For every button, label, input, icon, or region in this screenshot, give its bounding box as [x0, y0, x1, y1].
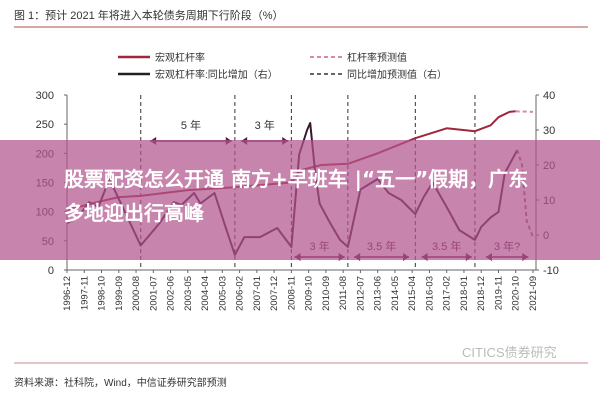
x-tick-label: 2007-12 [269, 276, 280, 311]
x-tick-label: 2011-08 [338, 276, 349, 310]
x-tick-label: 2021-09 [528, 276, 539, 311]
x-tick-label: 2006-02 [235, 276, 246, 311]
x-tick-label: 1998-10 [97, 276, 108, 311]
x-tick-label: 2017-02 [442, 276, 453, 311]
annotation-label: 3 年 [255, 118, 275, 132]
y-left-tick-label: 250 [36, 119, 54, 131]
y-right-tick-label: 40 [543, 90, 555, 102]
x-tick-label: 2007-01 [252, 276, 263, 311]
y-left-tick-label: 300 [36, 90, 54, 102]
x-tick-label: 2005-03 [217, 276, 228, 311]
x-tick-label: 2015-04 [407, 276, 418, 311]
x-tick-label: 1996-12 [62, 276, 73, 311]
x-tick-label: 2016-03 [424, 276, 435, 311]
legend-label: 杠杆率预测值 [347, 51, 407, 64]
x-tick-label: 2012-07 [355, 276, 366, 311]
y-right-tick-label: -10 [543, 265, 559, 277]
chart-title: 图 1：预计 2021 年将进入本轮债务周期下行阶段（%） [14, 8, 284, 22]
x-tick-label: 2020-10 [511, 276, 522, 311]
x-tick-label: 2013-06 [373, 276, 384, 311]
x-tick-label: 2001-07 [148, 276, 159, 311]
series-line-1 [515, 110, 534, 113]
x-tick-label: 2003-05 [183, 276, 194, 311]
x-tick-label: 2019-11 [493, 276, 504, 310]
x-tick-label: 2000-08 [131, 276, 142, 311]
x-tick-label: 2009-10 [304, 276, 315, 311]
overlay-headline[interactable]: 股票配资怎么开通 南方+早班车 |“五一”假期，广东多地迎出行高峰 [64, 167, 529, 225]
x-tick-label: 2018-01 [459, 276, 470, 311]
y-left-tick-label: 0 [48, 265, 54, 277]
y-right-tick-label: 30 [543, 125, 555, 137]
x-tick-label: 2010-09 [321, 276, 332, 311]
x-tick-label: 2002-06 [166, 276, 177, 311]
x-tick-label: 2014-05 [390, 276, 401, 311]
legend-label: 同比增加预测值（右） [347, 68, 447, 81]
legend: 宏观杠杆率 杠杆率预测值 宏观杠杆率:同比增加（右） 同比增加预测值（右） [118, 51, 447, 81]
x-tick-label: 2004-04 [200, 276, 211, 311]
legend-label: 宏观杠杆率:同比增加（右） [155, 68, 278, 81]
watermark: CITICS债券研究 [462, 345, 557, 360]
legend-label: 宏观杠杆率 [155, 51, 205, 64]
annotation-label: 5 年 [181, 118, 201, 132]
overlay-banner [0, 140, 600, 260]
x-tick-label: 1997-11 [79, 276, 90, 310]
x-tick-label: 2008-11 [286, 276, 297, 310]
source-note: 资料来源：社科院，Wind，中信证券研究部预测 [14, 376, 227, 389]
x-tick-label: 1999-09 [114, 276, 125, 311]
x-tick-label: 2018-12 [476, 276, 487, 311]
